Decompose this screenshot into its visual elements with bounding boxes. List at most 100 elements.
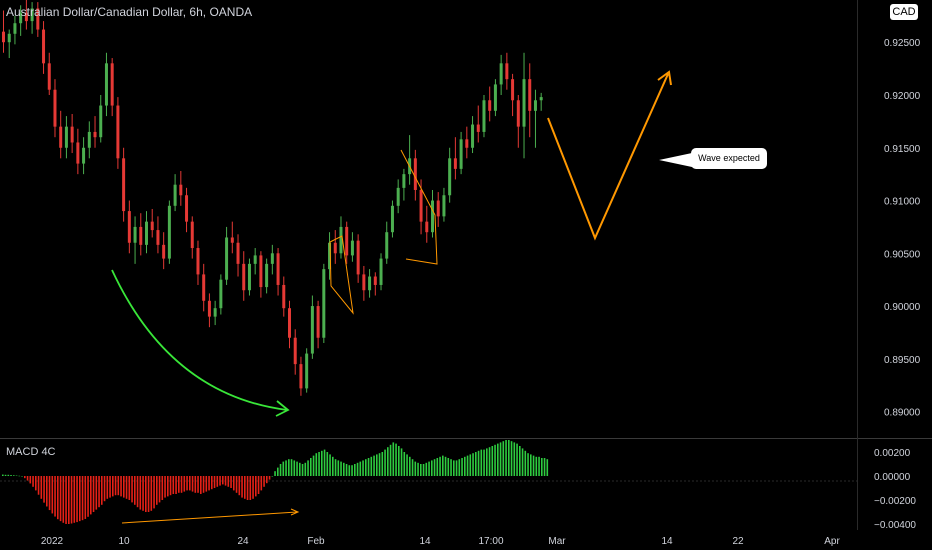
macd-bar [79, 476, 81, 522]
macd-bar [169, 476, 172, 496]
macd-bar [87, 476, 89, 517]
candle [150, 208, 154, 238]
price-tick-label: 0.92500 [884, 38, 921, 49]
macd-bar [10, 475, 12, 476]
candle [459, 131, 463, 175]
candle [70, 113, 74, 154]
macd-bar [114, 476, 117, 496]
macd-bar [312, 455, 315, 476]
candle [213, 300, 217, 326]
macd-bar [505, 440, 507, 476]
macd-bar [431, 460, 433, 476]
macd-bar [128, 476, 131, 500]
macd-bar [546, 459, 549, 476]
candle [345, 221, 349, 264]
candle [236, 234, 240, 277]
macd-bar [359, 461, 362, 476]
macd-bar [502, 441, 505, 476]
macd-bar [180, 476, 183, 493]
candle [505, 52, 509, 90]
macd-bar [444, 456, 447, 476]
macd-bar [527, 453, 529, 476]
candle [7, 29, 11, 59]
macd-bar [356, 462, 359, 476]
macd-bar [442, 455, 444, 476]
macd-bar [32, 476, 34, 487]
macd-bar [453, 460, 455, 476]
candle [64, 116, 68, 159]
callout-pointer [659, 153, 692, 167]
date-tick-label: Apr [824, 536, 840, 547]
macd-bar [205, 476, 208, 492]
candle [19, 5, 23, 36]
macd-bar [4, 474, 7, 476]
macd-bar [296, 461, 298, 476]
candle [476, 105, 480, 143]
date-tick-label: 24 [237, 536, 249, 547]
macd-bar [532, 455, 535, 476]
macd-bar [84, 476, 87, 519]
macd-bar [398, 446, 400, 476]
macd-bar [384, 449, 386, 476]
macd-bar [48, 476, 51, 511]
macd-bar [26, 476, 29, 481]
candle [299, 356, 303, 396]
macd-bar [255, 476, 257, 497]
macd-bar [288, 459, 290, 476]
macd-bar [409, 456, 411, 476]
candle [179, 170, 183, 206]
macd-bar [167, 476, 169, 497]
candle [333, 230, 337, 264]
candle [225, 226, 229, 285]
macd-bar [252, 476, 254, 499]
macd-bar [541, 458, 543, 476]
macd-bar [392, 442, 395, 476]
macd-bar [216, 476, 219, 487]
candle [493, 79, 497, 117]
candle [310, 295, 314, 359]
macd-bar [301, 464, 304, 476]
macd-bar [112, 476, 114, 497]
macd-bar [351, 465, 353, 476]
macd-bar [318, 452, 320, 476]
candle [465, 126, 469, 159]
candle [390, 200, 394, 238]
macd-bar [244, 476, 246, 499]
macd-bar [81, 476, 84, 521]
macd-bar [337, 460, 340, 476]
candle [322, 263, 326, 344]
candle [350, 232, 354, 262]
candle [259, 251, 263, 298]
candle [448, 147, 452, 203]
macd-bar [307, 460, 309, 476]
macd-tick-label: 0.00200 [874, 448, 911, 459]
macd-bar [483, 449, 485, 476]
macd-bar [491, 446, 494, 476]
macd-bar [461, 458, 463, 476]
macd-bar [304, 462, 307, 476]
candle [196, 240, 200, 285]
macd-bar [40, 476, 43, 499]
macd-bar [161, 476, 164, 500]
macd-bar [279, 464, 282, 476]
macd-bar [73, 476, 76, 523]
candle [362, 265, 366, 301]
currency-badge[interactable]: CAD [890, 4, 918, 20]
macd-bar [323, 449, 326, 476]
macd-bar [106, 476, 109, 499]
macd-bar [18, 475, 21, 477]
macd-bar [538, 456, 540, 476]
candle [156, 216, 160, 254]
macd-bar [521, 448, 524, 476]
candle [59, 110, 63, 159]
macd-bar [499, 442, 502, 476]
candle [511, 73, 515, 117]
candle [93, 116, 97, 148]
macd-bar [213, 476, 216, 488]
macd-bar [227, 476, 230, 487]
macd-bar [513, 442, 516, 476]
candle [242, 251, 246, 301]
macd-bar [450, 459, 452, 476]
macd-bar [2, 474, 4, 476]
price-candles [2, 0, 543, 396]
